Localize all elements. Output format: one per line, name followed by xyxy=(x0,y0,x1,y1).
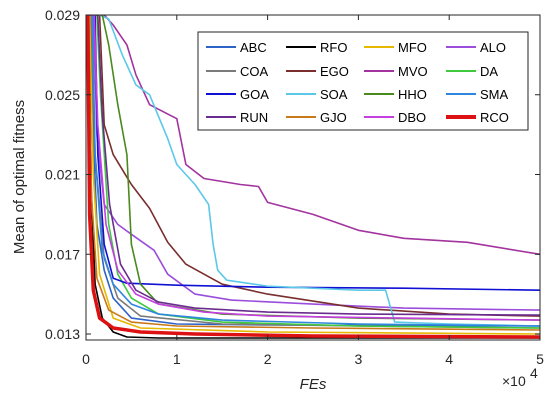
legend-label-gjo: GJO xyxy=(320,110,347,125)
y-tick-label: 0.025 xyxy=(45,87,80,103)
x-multiplier-exp: 4 xyxy=(530,365,538,381)
x-tick-label: 5 xyxy=(536,351,544,367)
legend-label-rco: RCO xyxy=(480,110,509,125)
legend: ABC RFO MFO ALO COA EGO MVO DA GOA SOA HHO SMA RUN GJ… xyxy=(197,31,529,131)
legend-label-abc: ABC xyxy=(240,40,267,55)
y-axis-label: Mean of optimal fitness xyxy=(11,100,28,254)
x-tick-label: 3 xyxy=(355,351,363,367)
x-tick-label: 4 xyxy=(445,351,453,367)
series-line-ego xyxy=(86,15,540,317)
x-tick-label: 1 xyxy=(173,351,181,367)
x-tick-label: 0 xyxy=(82,351,90,367)
legend-label-da: DA xyxy=(480,64,498,79)
legend-label-mvo: MVO xyxy=(398,64,428,79)
legend-label-hho: HHO xyxy=(398,87,427,102)
legend-label-dbo: DBO xyxy=(398,110,426,125)
x-tick-label: 2 xyxy=(264,351,272,367)
y-tick-label: 0.017 xyxy=(45,246,80,262)
series-line-da xyxy=(86,15,540,329)
series-line-mfo xyxy=(86,15,540,335)
y-tick-label: 0.029 xyxy=(45,7,80,23)
legend-label-run: RUN xyxy=(240,110,268,125)
legend-label-ego: EGO xyxy=(320,64,349,79)
series-line-dbo xyxy=(86,15,540,321)
legend-label-sma: SMA xyxy=(480,87,509,102)
ticks-layer: 0 1 2 3 4 5 0.013 0.017 0.021 0.025 0.029 xyxy=(45,7,544,367)
y-tick-label: 0.021 xyxy=(45,167,80,183)
legend-label-mfo: MFO xyxy=(398,40,427,55)
x-axis-label: FEs xyxy=(300,376,327,393)
series-line-sma xyxy=(86,15,540,327)
legend-label-soa: SOA xyxy=(320,87,348,102)
series-line-soa xyxy=(86,15,540,327)
series-line-rco xyxy=(86,15,540,339)
y-tick-label: 0.013 xyxy=(45,326,80,342)
legend-label-coa: COA xyxy=(240,64,269,79)
plot-frame xyxy=(85,14,541,341)
series-line-mvo xyxy=(86,15,540,256)
x-multiplier-base: ×10 xyxy=(502,373,526,389)
legend-label-rfo: RFO xyxy=(320,40,347,55)
series-layer xyxy=(86,15,540,339)
legend-box xyxy=(197,31,529,131)
series-line-run xyxy=(86,15,540,316)
legend-label-goa: GOA xyxy=(240,87,269,102)
legend-label-alo: ALO xyxy=(480,40,506,55)
